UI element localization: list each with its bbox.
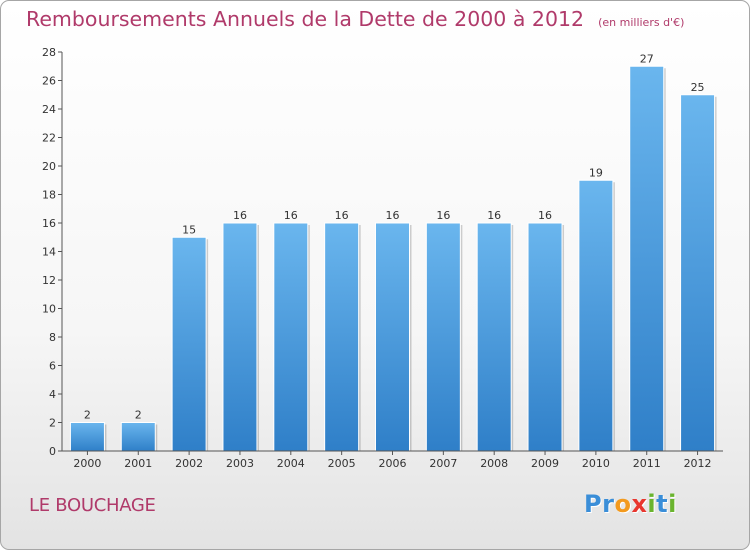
commune-name: LE BOUCHAGE — [29, 495, 156, 516]
y-tick-label: 28 — [42, 46, 56, 59]
y-tick-label: 10 — [42, 303, 56, 316]
x-tick-label-2009: 2009 — [531, 457, 559, 470]
y-tick-label: 12 — [42, 274, 56, 287]
y-tick-label: 18 — [42, 189, 56, 202]
bar-2000 — [69, 422, 105, 452]
y-tick-label: 14 — [42, 246, 56, 259]
y-tick-label: 24 — [42, 103, 56, 116]
bar-2002 — [171, 236, 207, 452]
data-label-2007: 16 — [436, 209, 450, 222]
y-tick-label: 16 — [42, 217, 56, 230]
y-tick-label: 8 — [49, 331, 56, 344]
data-label-2002: 15 — [182, 223, 196, 236]
x-tick-label-2005: 2005 — [328, 457, 356, 470]
data-label-2001: 2 — [135, 409, 142, 422]
data-label-2012: 25 — [691, 81, 705, 94]
bar-2003 — [222, 222, 258, 452]
logo-letter: o — [614, 490, 632, 518]
data-label-2005: 16 — [335, 209, 349, 222]
x-tick-label-2001: 2001 — [124, 457, 152, 470]
logo-letter: i — [668, 490, 677, 518]
bar-2012 — [680, 94, 716, 452]
x-tick-label-2010: 2010 — [582, 457, 610, 470]
logo-letter: x — [631, 490, 648, 518]
data-label-2006: 16 — [386, 209, 400, 222]
y-tick-label: 20 — [42, 160, 56, 173]
data-label-2008: 16 — [487, 209, 501, 222]
data-label-2000: 2 — [84, 409, 91, 422]
bar-2004 — [273, 222, 309, 452]
data-label-2009: 16 — [538, 209, 552, 222]
logo-letter: r — [602, 490, 615, 518]
data-label-2004: 16 — [284, 209, 298, 222]
bar-2011 — [629, 65, 665, 452]
bar-2009 — [527, 222, 563, 452]
y-tick-label: 2 — [49, 417, 56, 430]
x-tick-label-2008: 2008 — [480, 457, 508, 470]
x-tick-label-2006: 2006 — [379, 457, 407, 470]
bar-2001 — [120, 422, 156, 452]
bar-2005 — [324, 222, 360, 452]
bar-2006 — [375, 222, 410, 452]
proxiti-logo: Proxiti — [584, 490, 677, 518]
x-tick-label-2002: 2002 — [175, 457, 203, 470]
data-label-2011: 27 — [640, 52, 654, 65]
y-tick-label: 22 — [42, 132, 56, 145]
data-label-2010: 19 — [589, 166, 603, 179]
x-axis: 2000 2001 2002 2003 2004 2005 2006 2007 2008 2009… — [62, 450, 723, 470]
y-tick-label: 0 — [49, 445, 56, 458]
x-tick-label-2003: 2003 — [226, 457, 254, 470]
y-tick-label: 26 — [42, 75, 56, 88]
bar-2008 — [476, 222, 512, 452]
bars-group: 2 2 15 16 16 16 16 16 16 16 19 27 25 — [69, 52, 717, 452]
x-tick-label-2011: 2011 — [633, 457, 661, 470]
y-tick-label: 4 — [49, 388, 56, 401]
y-tick-label: 6 — [49, 360, 56, 373]
x-tick-label-2007: 2007 — [429, 457, 457, 470]
x-tick-label-2000: 2000 — [73, 457, 101, 470]
chart-title: Remboursements Annuels de la Dette de 20… — [26, 7, 685, 31]
logo-letter: i — [647, 490, 657, 518]
logo-letter: P — [584, 490, 603, 518]
chart-unit: (en milliers d'€) — [598, 16, 685, 29]
x-tick-label-2004: 2004 — [277, 457, 305, 470]
x-tick-label-2012: 2012 — [684, 457, 712, 470]
bar-2007 — [425, 222, 461, 452]
bar-2010 — [578, 179, 614, 452]
logo-letter: t — [656, 490, 669, 518]
data-label-2003: 16 — [233, 209, 247, 222]
